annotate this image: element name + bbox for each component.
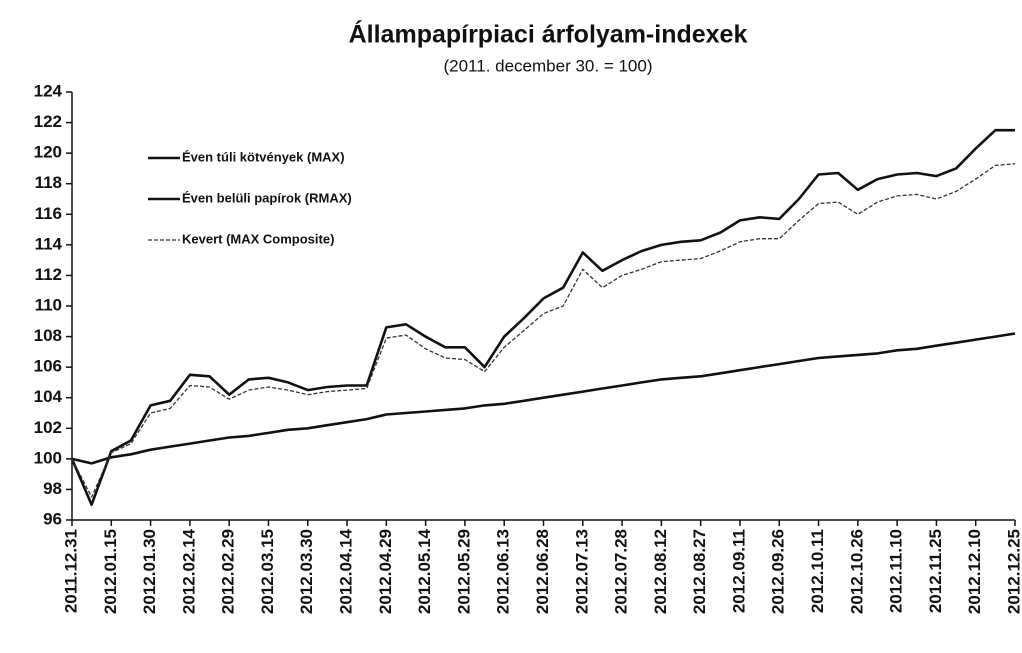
x-tick-label: 2012.01.15 [101,529,120,614]
x-tick-label: 2012.11.10 [887,529,906,613]
x-tick-label: 2012.08.27 [690,529,709,614]
x-tick-label: 2012.04.29 [376,529,395,614]
x-tick-label: 2012.12.25 [1004,529,1022,614]
y-tick-label: 106 [34,357,62,376]
legend-label: Éven túli kötvények (MAX) [182,149,345,164]
x-tick-label: 2012.02.14 [179,528,198,614]
x-tick-label: 2012.04.14 [337,528,356,614]
legend-label: Éven belüli papírok (RMAX) [182,190,352,205]
y-tick-label: 102 [34,418,62,437]
x-tick-label: 2012.11.25 [926,529,945,613]
x-tick-label: 2012.03.30 [297,529,316,614]
chart-title: Állampapírpiaci árfolyam-indexek [349,20,748,49]
x-tick-label: 2012.07.28 [612,529,631,614]
y-tick-label: 108 [34,326,62,345]
x-tick-label: 2012.09.26 [769,529,788,614]
x-tick-label: 2012.02.29 [219,529,238,614]
y-tick-label: 122 [34,112,62,131]
x-tick-label: 2011.12.31 [61,529,80,613]
x-tick-label: 2012.10.11 [808,529,827,613]
y-tick-label: 96 [43,509,62,528]
y-tick-label: 124 [34,81,63,100]
x-tick-label: 2012.05.14 [415,528,434,614]
x-tick-label: 2012.06.13 [494,529,513,614]
x-tick-label: 2012.10.26 [847,529,866,614]
y-tick-label: 120 [34,143,62,162]
series-line [70,128,1015,506]
x-tick-label: 2012.06.28 [533,529,552,614]
series-line [71,163,1016,498]
x-tick-label: 2012.09.11 [729,529,748,613]
y-tick-label: 100 [34,448,62,467]
x-tick-label: 2012.08.12 [651,529,670,614]
x-tick-label: 2012.05.29 [454,529,473,614]
y-tick-label: 118 [35,173,62,192]
x-tick-label: 2012.03.15 [258,529,277,614]
legend-label: Kevert (MAX Composite) [182,231,334,246]
x-tick-label: 2012.07.13 [572,529,591,614]
x-tick-label: 2012.12.10 [965,529,984,614]
y-tick-label: 114 [35,234,63,253]
x-tick-label: 2012.01.30 [140,529,159,614]
y-tick-label: 110 [35,295,62,314]
chart-subtitle: (2011. december 30. = 100) [443,56,652,75]
y-tick-label: 98 [43,479,62,498]
y-tick-label: 116 [35,204,62,223]
series-line [71,332,1016,465]
y-tick-label: 104 [34,387,63,406]
y-tick-label: 112 [35,265,62,284]
